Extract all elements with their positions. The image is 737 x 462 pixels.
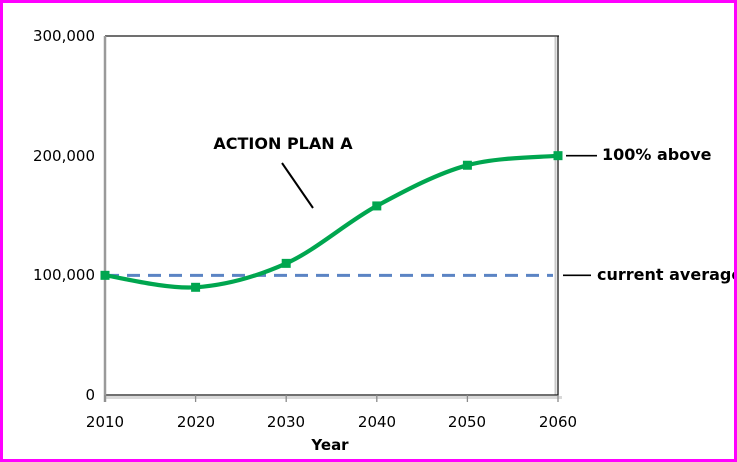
action-plan-curve: [102, 153, 561, 290]
action-plan-leader-line: [281, 162, 314, 209]
x-tick-label-2040: 2040: [357, 413, 397, 431]
x-tick-label-2010: 2010: [85, 413, 125, 431]
data-point-marker-2010: [100, 270, 110, 280]
data-point-marker-2020: [191, 282, 201, 292]
annotation-action-plan-a: ACTION PLAN A: [213, 134, 353, 153]
data-point-marker-2050: [462, 160, 472, 170]
y-tick-label-300000: 300,000: [32, 27, 95, 45]
x-axis-title: Year: [311, 436, 349, 454]
y-tick-label-200000: 200,000: [32, 147, 95, 165]
x-tick-label-2020: 2020: [176, 413, 216, 431]
x-tick-label-2060: 2060: [538, 413, 578, 431]
x-tick-label-2050: 2050: [447, 413, 487, 431]
data-point-marker-2060: [553, 151, 563, 161]
data-point-marker-2030: [281, 258, 291, 268]
annotation-current-average: current average: [597, 265, 737, 284]
data-point-marker-2040: [372, 201, 382, 211]
y-tick-label-0: 0: [85, 386, 95, 404]
y-tick-label-100000: 100,000: [32, 266, 95, 284]
x-tick-label-2030: 2030: [266, 413, 306, 431]
annotation-100-percent-above: 100% above: [602, 145, 712, 164]
